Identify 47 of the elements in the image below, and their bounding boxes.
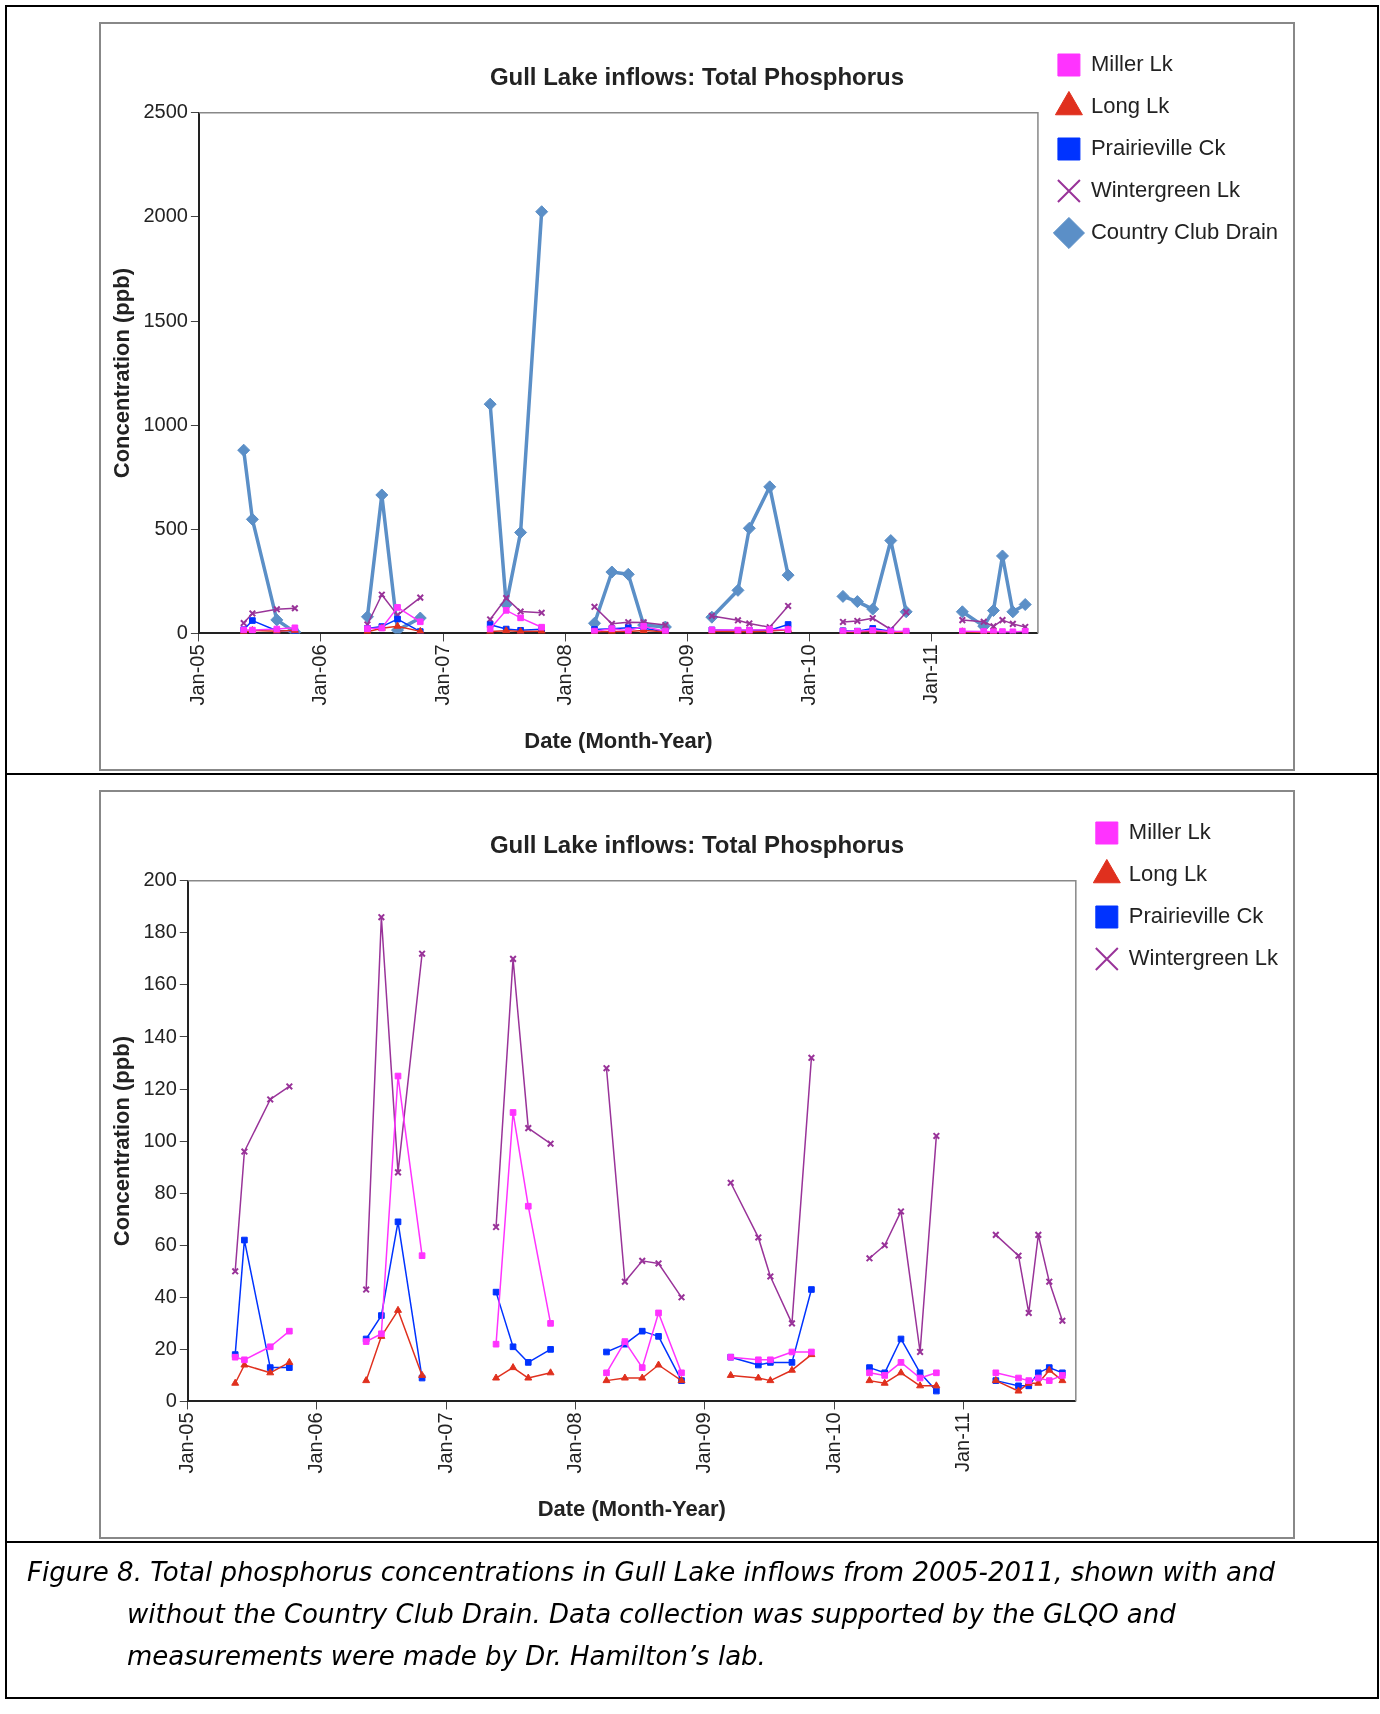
y-tick-label: 180 xyxy=(143,920,177,943)
chart-title: Gull Lake inflows: Total Phosphorus xyxy=(489,63,905,91)
x-tick-label: Jan-09 xyxy=(692,1412,715,1474)
y-tick-label: 1000 xyxy=(143,412,188,435)
x-tick-label: Jan-08 xyxy=(562,1412,585,1474)
x-tick-label: Jan-08 xyxy=(552,644,575,706)
x-tick-label: Jan-10 xyxy=(797,644,820,706)
y-axis-title: Concentration (ppb) xyxy=(109,268,135,479)
y-tick-label: 2000 xyxy=(143,204,188,227)
x-axis-title: Date (Month-Year) xyxy=(537,1495,726,1521)
y-tick-label: 120 xyxy=(143,1076,177,1099)
y-axis-title: Concentration (ppb) xyxy=(109,1036,135,1247)
legend-label: Long Lk xyxy=(1090,93,1171,119)
x-tick-label: Jan-09 xyxy=(674,644,697,706)
x-tick-label: Jan-11 xyxy=(950,1412,973,1473)
legend-label: Wintergreen Lk xyxy=(1128,945,1279,971)
y-tick-label: 500 xyxy=(154,516,188,539)
legend-label: Miller Lk xyxy=(1090,51,1174,77)
x-tick-label: Jan-05 xyxy=(186,644,209,706)
x-tick-label: Jan-11 xyxy=(919,644,942,705)
y-tick-label: 200 xyxy=(143,868,177,891)
y-tick-label: 1500 xyxy=(143,308,188,331)
chart-title: Gull Lake inflows: Total Phosphorus xyxy=(489,831,905,859)
x-tick-label: Jan-07 xyxy=(430,644,453,706)
legend-label: Prairieville Ck xyxy=(1090,135,1227,161)
legend-label: Miller Lk xyxy=(1128,819,1212,845)
y-tick-label: 20 xyxy=(154,1336,177,1359)
y-tick-label: 140 xyxy=(143,1024,177,1047)
x-tick-label: Jan-07 xyxy=(433,1412,456,1474)
x-tick-label: Jan-10 xyxy=(821,1412,844,1474)
x-tick-label: Jan-05 xyxy=(175,1412,198,1474)
y-tick-label: 2500 xyxy=(143,100,188,123)
y-tick-label: 0 xyxy=(176,620,188,643)
legend-label: Prairieville Ck xyxy=(1128,903,1265,929)
y-tick-label: 0 xyxy=(165,1388,177,1411)
x-axis-title: Date (Month-Year) xyxy=(524,727,713,753)
legend-label: Long Lk xyxy=(1128,861,1209,887)
y-tick-label: 80 xyxy=(154,1180,177,1203)
legend-label: Wintergreen Lk xyxy=(1090,177,1242,203)
y-tick-label: 160 xyxy=(143,972,177,995)
caption: Figure 8. Total phosphorus concentrations in Gull Lake inflows from 2005-2011, shown with and without the Country Club Drain. Data collection was supported by the GLQO and measurements were made by Dr. Hamilton’s lab. xyxy=(26,1556,1276,1673)
y-tick-label: 60 xyxy=(154,1232,177,1255)
y-tick-label: 40 xyxy=(154,1284,177,1307)
x-tick-label: Jan-06 xyxy=(304,1412,327,1474)
legend-label: Country Club Drain xyxy=(1090,219,1278,245)
x-tick-label: Jan-06 xyxy=(308,644,331,706)
y-tick-label: 100 xyxy=(143,1128,177,1151)
